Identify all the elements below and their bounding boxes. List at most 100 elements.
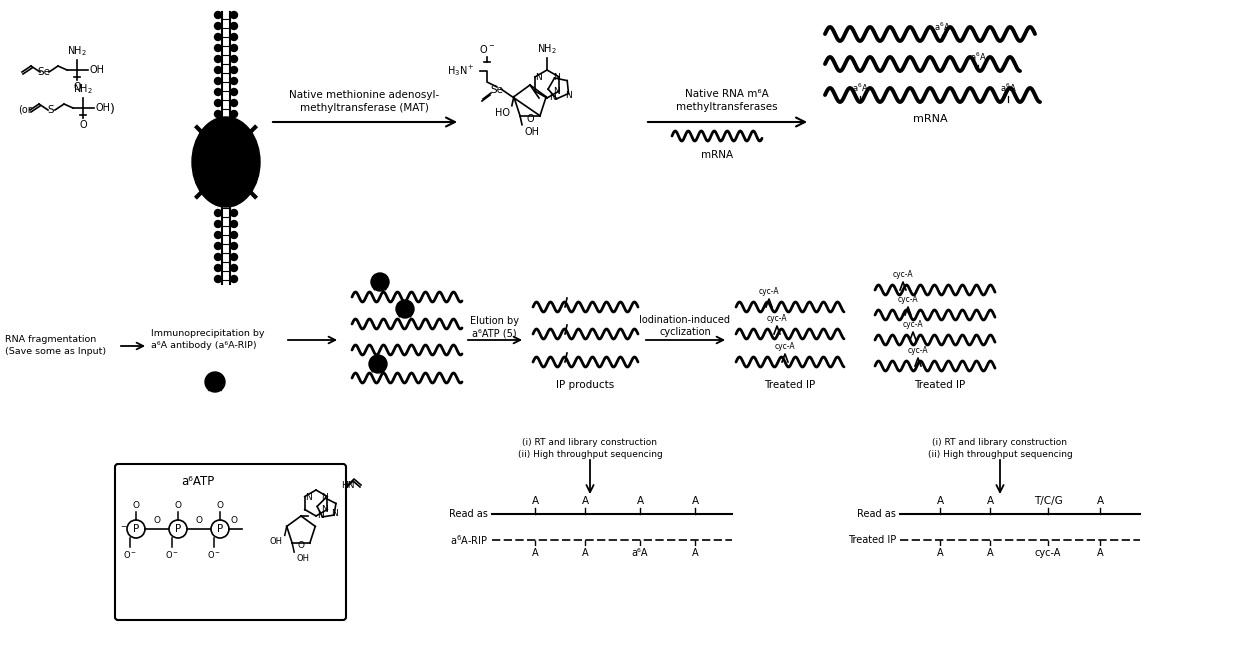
Text: mRNA: mRNA [701, 150, 733, 160]
Text: Read as: Read as [449, 509, 488, 519]
Circle shape [230, 56, 238, 62]
Text: O$^-$: O$^-$ [479, 43, 496, 55]
Text: N: N [332, 509, 338, 517]
Text: O: O [196, 516, 202, 525]
Circle shape [204, 372, 225, 392]
Text: (ii) High throughput sequencing: (ii) High throughput sequencing [518, 450, 663, 459]
Circle shape [169, 520, 187, 538]
Circle shape [230, 220, 238, 228]
Text: A: A [937, 496, 944, 506]
Text: Native RNA m⁶A: Native RNA m⁶A [685, 89, 769, 99]
Text: Treated IP: Treated IP [764, 380, 815, 390]
Circle shape [230, 165, 238, 173]
Text: Se: Se [491, 85, 503, 95]
Text: A: A [581, 548, 589, 558]
Text: (Save some as Input): (Save some as Input) [5, 347, 107, 357]
Circle shape [214, 253, 222, 261]
Text: A: A [532, 496, 539, 506]
Ellipse shape [192, 117, 260, 207]
Text: Elution by: Elution by [470, 316, 518, 326]
Circle shape [214, 99, 222, 106]
Text: a$^6$A: a$^6$A [851, 81, 869, 94]
Text: cyclization: cyclization [659, 327, 711, 337]
Circle shape [214, 34, 222, 40]
Text: cyc-A: cyc-A [908, 346, 928, 355]
Text: O: O [73, 82, 81, 92]
Circle shape [214, 187, 222, 194]
Circle shape [214, 155, 222, 161]
Text: a⁶A: a⁶A [632, 548, 648, 558]
Text: Se: Se [37, 67, 51, 77]
Text: O: O [297, 542, 305, 550]
Circle shape [214, 11, 222, 19]
Circle shape [230, 77, 238, 85]
Circle shape [396, 300, 414, 318]
Circle shape [128, 520, 145, 538]
Text: A: A [691, 496, 699, 506]
Circle shape [230, 34, 238, 40]
Text: A: A [637, 496, 643, 506]
Text: cyc-A: cyc-A [774, 342, 795, 351]
Circle shape [214, 77, 222, 85]
Text: Native methionine adenosyl-: Native methionine adenosyl- [289, 90, 439, 100]
Text: O: O [217, 501, 223, 510]
Circle shape [230, 177, 238, 183]
Circle shape [230, 89, 238, 95]
Text: cyc-A: cyc-A [898, 295, 918, 304]
Text: A: A [1097, 548, 1103, 558]
Text: P: P [175, 524, 181, 534]
Text: O: O [133, 501, 140, 510]
Text: O: O [230, 516, 238, 525]
Text: OH: OH [95, 103, 112, 113]
Text: mRNA: mRNA [913, 114, 948, 124]
Text: (ii) High throughput sequencing: (ii) High throughput sequencing [928, 450, 1073, 459]
Circle shape [370, 273, 389, 291]
Text: N: N [317, 511, 325, 521]
Circle shape [230, 198, 238, 206]
Text: OH: OH [90, 65, 105, 75]
Circle shape [230, 11, 238, 19]
Text: (i) RT and library construction: (i) RT and library construction [933, 438, 1068, 447]
Text: $^-$: $^-$ [119, 524, 129, 534]
Text: Treated IP: Treated IP [847, 535, 896, 545]
Circle shape [230, 276, 238, 282]
Text: cyc-A: cyc-A [903, 320, 923, 329]
Text: O: O [154, 516, 161, 525]
Text: NH$_2$: NH$_2$ [67, 44, 87, 58]
Text: NH$_2$: NH$_2$ [73, 82, 93, 96]
Text: ): ) [110, 103, 115, 116]
Text: N: N [553, 87, 559, 95]
Circle shape [214, 132, 222, 140]
Circle shape [214, 210, 222, 216]
Text: O$^-$: O$^-$ [207, 549, 221, 560]
Text: OH: OH [524, 127, 539, 137]
Circle shape [214, 22, 222, 30]
Text: A: A [532, 548, 538, 558]
Text: a$^6$A: a$^6$A [933, 21, 950, 33]
Text: N: N [305, 493, 311, 501]
Text: HN: HN [341, 480, 354, 489]
Circle shape [214, 231, 222, 239]
Text: methyltransferase (MAT): methyltransferase (MAT) [300, 103, 429, 113]
FancyBboxPatch shape [115, 464, 346, 620]
Circle shape [230, 99, 238, 106]
Text: N: N [321, 493, 327, 501]
Text: A: A [986, 496, 994, 506]
Text: A: A [937, 548, 943, 558]
Text: cyc-A: cyc-A [892, 270, 913, 279]
Circle shape [214, 276, 222, 282]
Circle shape [214, 89, 222, 95]
Circle shape [230, 210, 238, 216]
Circle shape [230, 265, 238, 271]
Circle shape [230, 110, 238, 118]
Circle shape [214, 220, 222, 228]
Text: HO: HO [494, 108, 509, 118]
Text: O$^-$: O$^-$ [123, 549, 138, 560]
Text: N: N [534, 73, 541, 81]
Text: a$^6$A: a$^6$A [1000, 81, 1016, 94]
Circle shape [214, 110, 222, 118]
Text: a$^6$A-RIP: a$^6$A-RIP [450, 533, 488, 547]
Text: OH: OH [296, 554, 310, 563]
Circle shape [230, 67, 238, 73]
Circle shape [214, 177, 222, 183]
